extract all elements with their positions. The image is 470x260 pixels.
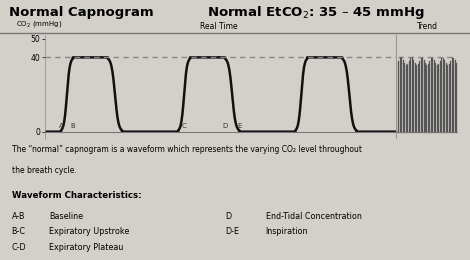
Text: D: D	[226, 212, 232, 221]
Text: C-D: C-D	[12, 243, 26, 252]
Text: B-C: B-C	[12, 227, 26, 236]
Text: the breath cycle.: the breath cycle.	[12, 166, 77, 175]
Text: D: D	[222, 123, 228, 129]
Text: Expiratory Plateau: Expiratory Plateau	[49, 243, 124, 252]
Text: Real Time: Real Time	[200, 22, 237, 31]
Text: Inspiration: Inspiration	[266, 227, 308, 236]
Text: The “normal” capnogram is a waveform which represents the varying CO₂ level thro: The “normal” capnogram is a waveform whi…	[12, 145, 362, 154]
Text: Expiratory Upstroke: Expiratory Upstroke	[49, 227, 130, 236]
Text: CO$_2$ (mmHg): CO$_2$ (mmHg)	[16, 19, 62, 29]
Text: B: B	[70, 123, 75, 129]
Text: C: C	[182, 123, 187, 129]
Text: Baseline: Baseline	[49, 212, 84, 221]
Text: End-Tidal Concentration: End-Tidal Concentration	[266, 212, 361, 221]
Text: A-B: A-B	[12, 212, 25, 221]
Text: A: A	[59, 123, 63, 129]
Text: Normal EtCO$_2$: 35 – 45 mmHg: Normal EtCO$_2$: 35 – 45 mmHg	[207, 4, 424, 21]
Text: E: E	[237, 123, 242, 129]
Text: D-E: D-E	[226, 227, 240, 236]
Text: Normal Capnogram: Normal Capnogram	[9, 6, 154, 19]
Text: Waveform Characteristics:: Waveform Characteristics:	[12, 191, 141, 200]
Text: Trend: Trend	[417, 22, 438, 31]
